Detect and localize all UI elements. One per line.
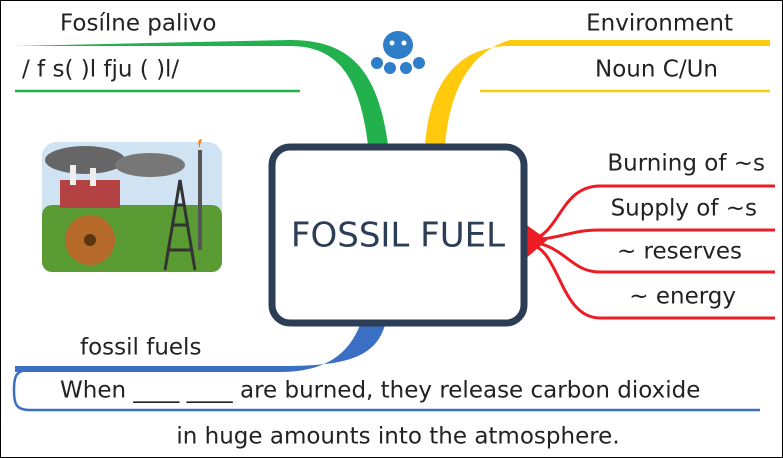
red-line: Burning of ~s [607,151,765,177]
red-branch [522,184,775,320]
green-line: Fosílne palivo [60,11,216,37]
blue-curve [15,325,385,372]
blue-line: When ____ ____ are burned, they release … [60,378,700,404]
blue-heading: fossil fuels [80,335,201,361]
blue-branch: fossil fuels When ____ ____ are burned, … [12,325,760,450]
yellow-branch: Environment Noun C/Un [425,11,770,145]
red-line: ~ reserves [617,239,742,265]
red-connector [529,242,775,320]
blue-bracket [12,368,760,412]
octopus-icon [371,31,425,74]
green-line: / f s( )l fju ( )l/ [22,57,179,83]
center-label: FOSSIL FUEL [291,216,505,256]
yellow-line: Environment [586,11,733,37]
factory-picture [42,139,222,272]
red-line: ~ energy [629,284,736,310]
blue-line: in huge amounts into the atmosphere. [176,424,619,450]
red-line: Supply of ~s [611,196,757,222]
center-box [268,143,528,327]
green-branch: Fosílne palivo / f s( )l fju ( )l/ [15,11,388,145]
yellow-line: Noun C/Un [595,57,718,83]
